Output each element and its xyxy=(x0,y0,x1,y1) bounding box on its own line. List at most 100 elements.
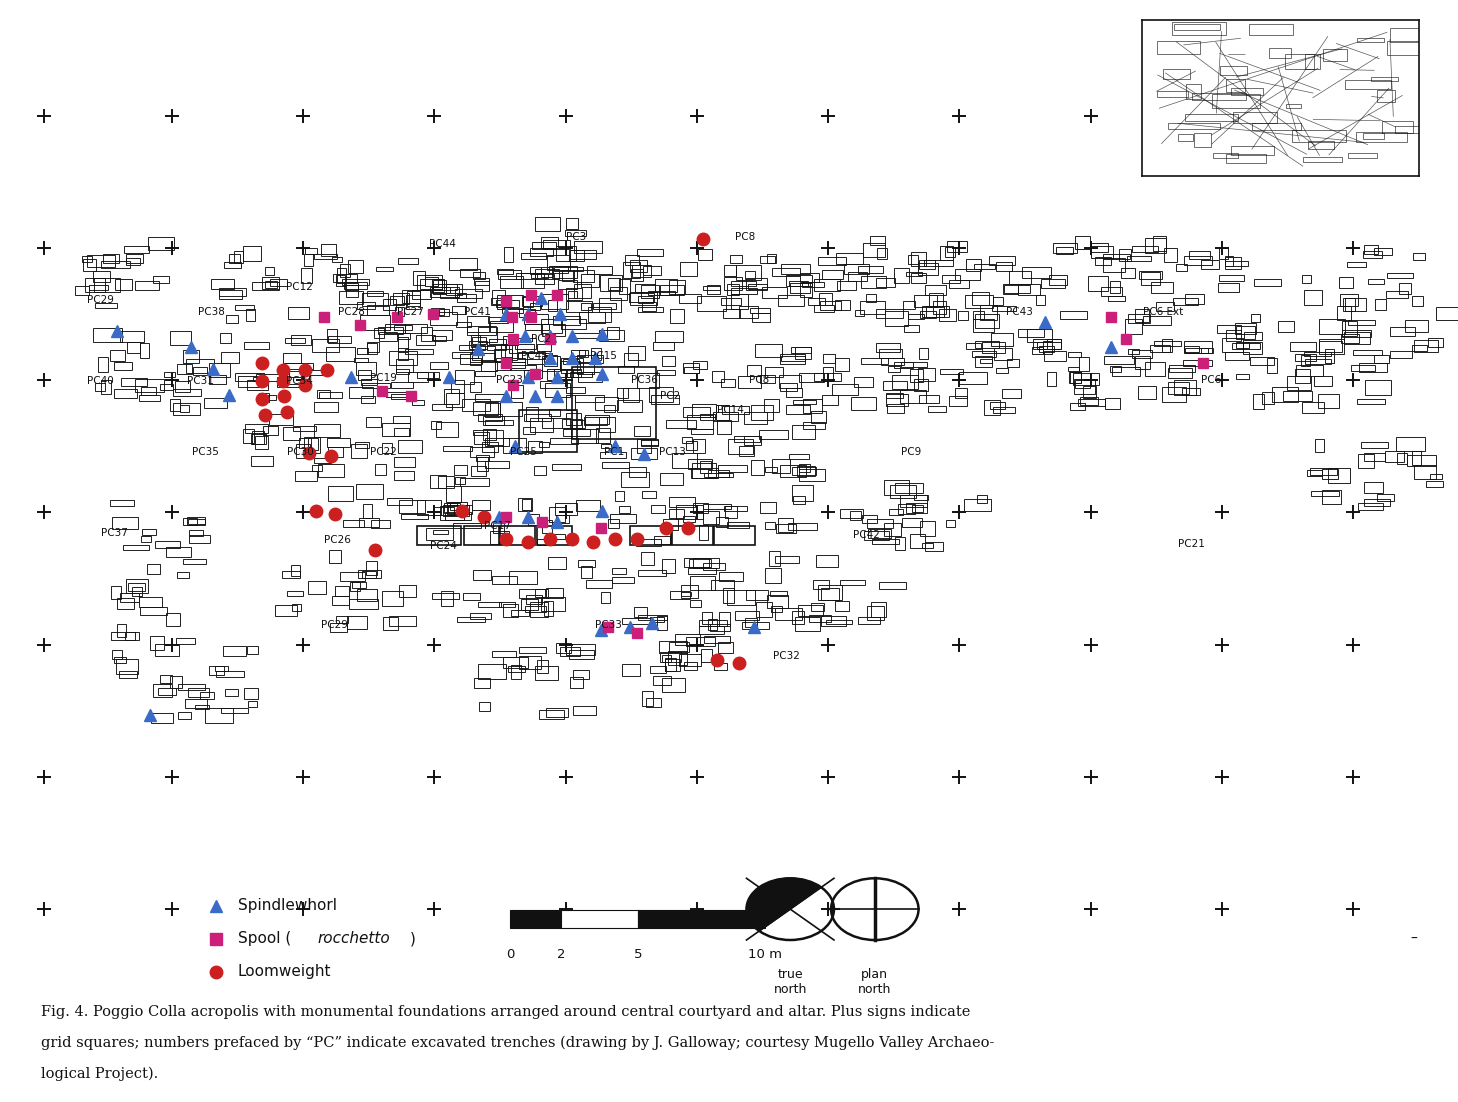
Bar xyxy=(394,429,408,436)
Bar xyxy=(623,618,652,625)
Bar xyxy=(335,616,348,623)
Bar xyxy=(1073,372,1098,385)
Bar xyxy=(255,436,268,450)
Bar xyxy=(397,359,413,372)
Text: PC27: PC27 xyxy=(397,307,423,317)
Bar xyxy=(252,431,264,444)
Bar xyxy=(557,246,576,261)
Bar xyxy=(889,509,903,516)
Text: PC17: PC17 xyxy=(484,521,510,531)
Bar xyxy=(398,258,418,263)
Bar xyxy=(1356,132,1407,142)
Bar xyxy=(434,508,455,515)
Bar xyxy=(101,380,111,395)
Bar xyxy=(523,428,535,433)
Bar xyxy=(1070,403,1085,410)
Bar xyxy=(340,264,350,277)
Bar xyxy=(471,613,491,619)
Bar xyxy=(187,359,213,374)
Bar xyxy=(814,581,830,588)
Bar xyxy=(735,611,758,619)
Bar xyxy=(926,306,949,317)
Bar xyxy=(572,429,598,443)
Bar xyxy=(404,324,427,333)
Bar xyxy=(1194,132,1210,147)
Bar xyxy=(490,321,513,332)
Bar xyxy=(1102,255,1130,259)
Bar xyxy=(185,699,207,709)
Bar xyxy=(707,284,720,294)
Bar xyxy=(512,666,521,679)
Bar xyxy=(1184,342,1213,353)
Bar xyxy=(174,403,200,414)
Bar xyxy=(399,585,416,597)
Bar xyxy=(725,278,742,291)
Bar xyxy=(453,523,481,528)
Text: PC37: PC37 xyxy=(101,528,127,538)
Bar xyxy=(881,358,904,365)
Bar xyxy=(313,457,331,463)
Bar xyxy=(596,428,609,443)
Bar xyxy=(1162,339,1172,352)
Bar xyxy=(276,605,297,616)
Bar xyxy=(760,375,776,383)
Bar xyxy=(265,281,277,288)
Bar xyxy=(1219,276,1244,281)
Bar xyxy=(1252,122,1301,130)
Bar xyxy=(443,505,469,516)
Bar xyxy=(669,509,684,518)
Bar xyxy=(405,294,420,309)
Bar xyxy=(430,312,456,325)
Bar xyxy=(483,429,496,440)
Bar xyxy=(382,591,402,606)
Text: PC35: PC35 xyxy=(192,447,219,457)
Bar xyxy=(478,602,502,607)
Bar xyxy=(169,399,179,411)
Bar xyxy=(601,452,625,457)
Bar xyxy=(1168,123,1220,129)
Bar xyxy=(528,441,541,453)
Bar xyxy=(539,710,564,719)
Bar xyxy=(136,379,163,392)
Bar xyxy=(500,526,535,545)
Bar xyxy=(219,290,242,299)
Bar xyxy=(949,396,967,406)
Bar xyxy=(563,359,579,364)
Bar xyxy=(330,624,347,631)
Bar xyxy=(1177,263,1187,271)
Bar xyxy=(416,335,434,345)
Bar xyxy=(452,306,465,314)
Bar xyxy=(642,551,655,564)
Bar xyxy=(868,529,891,538)
Bar xyxy=(1365,482,1384,493)
Bar xyxy=(305,253,313,267)
Bar xyxy=(475,371,494,376)
Bar xyxy=(1235,323,1257,334)
Bar xyxy=(542,356,560,371)
Bar xyxy=(541,294,569,309)
Bar xyxy=(560,647,580,656)
Bar xyxy=(535,588,545,597)
Bar xyxy=(497,295,523,310)
Bar xyxy=(1050,274,1067,285)
Bar xyxy=(1236,326,1255,338)
Bar xyxy=(984,400,1000,414)
Bar xyxy=(1363,133,1385,139)
Bar xyxy=(608,278,620,290)
Bar xyxy=(1134,310,1149,322)
Bar xyxy=(994,348,1012,360)
Bar xyxy=(1168,368,1193,378)
Bar xyxy=(542,324,566,336)
Bar xyxy=(872,539,900,544)
Bar xyxy=(688,569,716,574)
Bar xyxy=(111,350,125,360)
Bar xyxy=(1309,468,1337,475)
Bar xyxy=(541,318,561,333)
Text: PC22: PC22 xyxy=(370,447,397,457)
Bar xyxy=(545,383,570,397)
Bar xyxy=(1060,311,1088,318)
Bar xyxy=(822,396,837,404)
Bar xyxy=(1349,320,1375,325)
Bar xyxy=(176,364,192,374)
Bar xyxy=(1376,494,1394,501)
